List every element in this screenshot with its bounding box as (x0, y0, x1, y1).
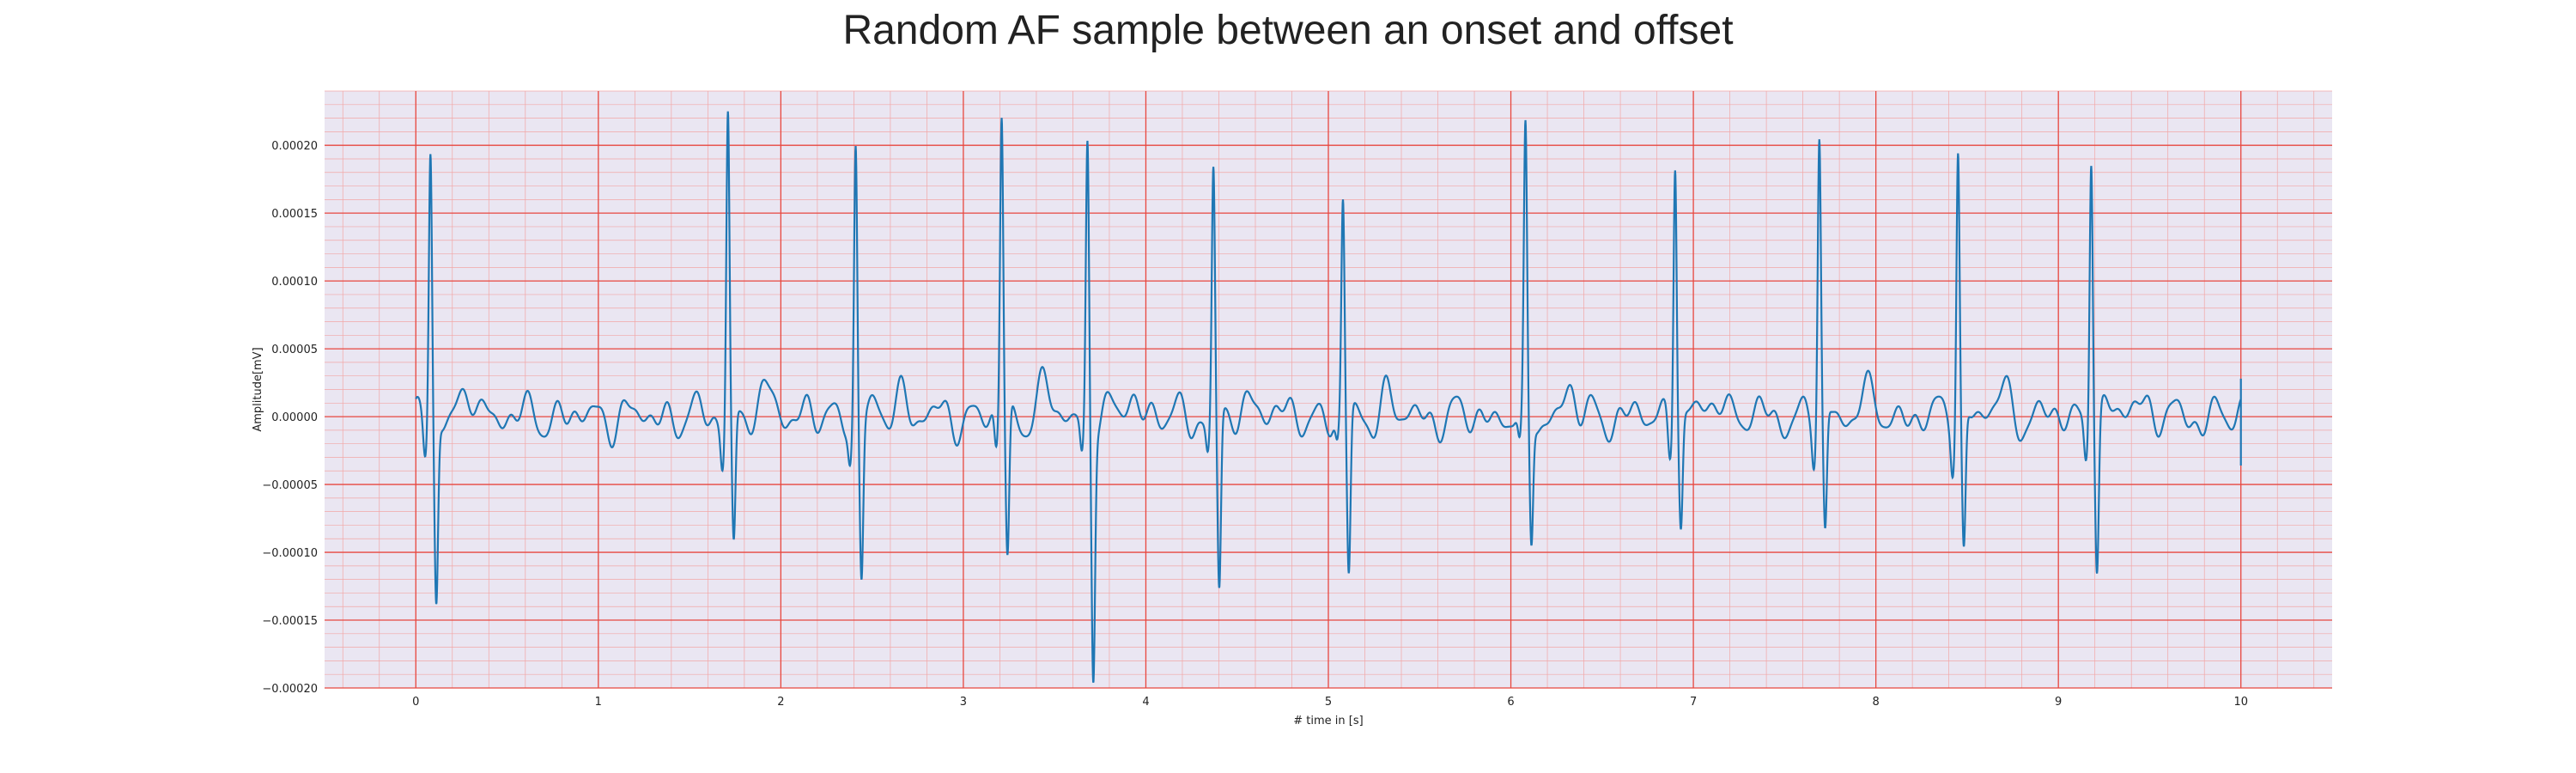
x-tick-label: 4 (1142, 696, 1149, 709)
y-tick-label: 0.00010 (271, 276, 318, 289)
y-axis-label: Amplitude[mV] (252, 347, 264, 431)
x-tick-label: 2 (777, 696, 784, 709)
x-tick-label: 1 (595, 696, 602, 709)
chart-title: Random AF sample between an onset and of… (842, 8, 1734, 53)
x-axis-label: # time in [s] (1293, 715, 1363, 727)
x-tick-label: 9 (2055, 696, 2062, 709)
y-tick-labels: −0.00020 −0.00015 −0.00010 −0.00005 0.00000 0… (262, 140, 318, 696)
y-tick-label: 0.00000 (271, 411, 318, 424)
x-tick-label: 8 (1872, 696, 1879, 709)
x-tick-label: 10 (2233, 696, 2248, 709)
y-tick-label: 0.00015 (271, 208, 318, 221)
x-tick-label: 0 (412, 696, 419, 709)
x-tick-label: 5 (1325, 696, 1332, 709)
y-tick-label: −0.00015 (262, 615, 318, 628)
y-tick-label: 0.00005 (271, 344, 318, 356)
x-tick-label: 6 (1507, 696, 1514, 709)
series-line-ecg (415, 111, 2242, 683)
major-grid (325, 91, 2332, 689)
x-tick-label: 3 (960, 696, 967, 709)
y-tick-label: −0.00005 (262, 479, 318, 492)
x-tick-labels: 0 1 2 3 4 5 6 7 8 9 10 (412, 696, 2248, 709)
y-tick-label: −0.00010 (262, 547, 318, 560)
y-tick-label: 0.00020 (271, 140, 318, 153)
x-tick-label: 7 (1690, 696, 1697, 709)
y-tick-label: −0.00020 (262, 683, 318, 696)
